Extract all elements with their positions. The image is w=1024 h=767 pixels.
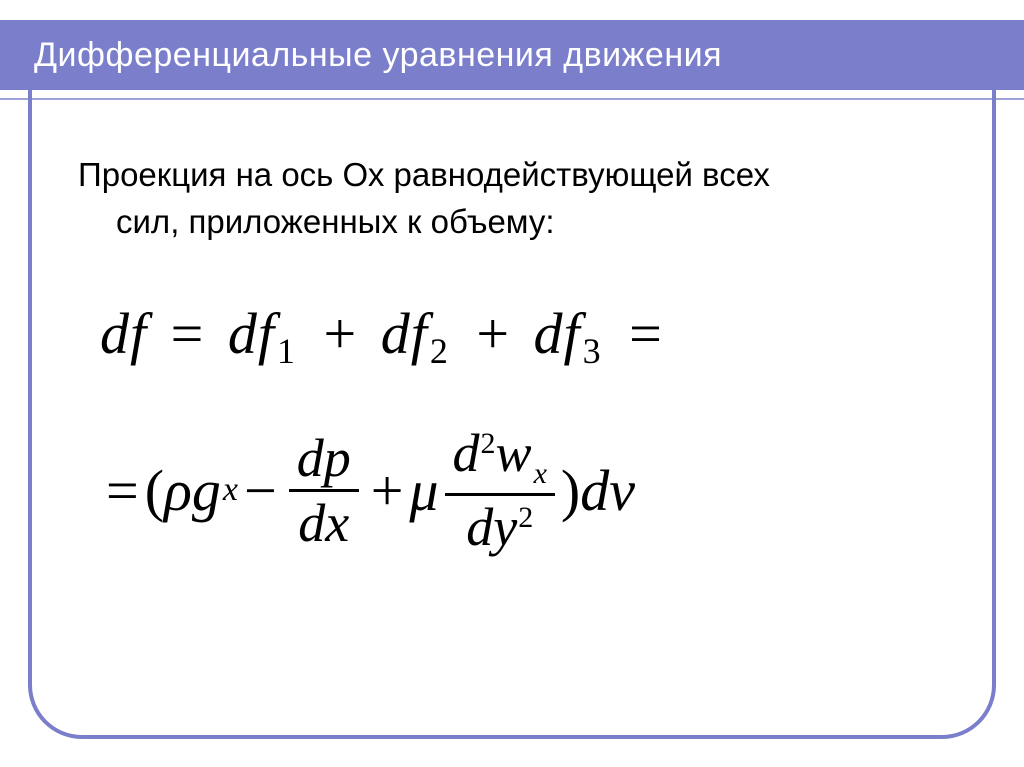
- mu-icon: μ: [409, 457, 438, 524]
- plus-icon: +: [468, 301, 518, 366]
- equation-line-1: df = df1 + df2 + df3 =: [100, 300, 924, 372]
- eq-dv: dv: [580, 457, 635, 524]
- paragraph-line-1: Проекция на ось Ох равнодействующей всех: [78, 156, 770, 193]
- eq-lhs: df: [100, 301, 147, 366]
- fraction-denominator: dx: [290, 492, 357, 554]
- open-paren-icon: (: [145, 457, 164, 524]
- fraction-numerator: dp: [289, 427, 359, 489]
- close-paren-icon: ): [561, 457, 580, 524]
- minus-icon: −: [238, 457, 283, 524]
- eq-term: df: [534, 301, 581, 366]
- num-w: w: [496, 423, 532, 483]
- eq-term: df: [381, 301, 428, 366]
- fraction-numerator: d2wx: [445, 422, 555, 493]
- superscript: 2: [517, 501, 533, 534]
- superscript: 2: [480, 427, 496, 460]
- eq-subscript: x: [221, 471, 238, 509]
- paragraph-line-2: сил, приложенных к объему:: [78, 199, 946, 246]
- den-dy: dy: [466, 497, 517, 557]
- num-d: d: [453, 423, 480, 483]
- equation-block: df = df1 + df2 + df3 = = ( ρgx − dp dx +…: [100, 300, 924, 558]
- plus-icon: +: [315, 301, 365, 366]
- equals-icon: =: [163, 301, 213, 366]
- fraction-1: dp dx: [289, 427, 359, 554]
- eq-term: df: [228, 301, 275, 366]
- plus-icon: +: [365, 457, 410, 524]
- eq-subscript: 1: [275, 331, 300, 371]
- fraction-2: d2wx dy2: [445, 422, 555, 558]
- eq-subscript: 2: [428, 331, 453, 371]
- equation-line-2: = ( ρgx − dp dx + μ d2wx dy2 )dv: [100, 422, 924, 558]
- body-paragraph: Проекция на ось Ох равнодействующей всех…: [78, 152, 946, 246]
- fraction-denominator: dy2: [458, 496, 541, 558]
- rho-icon: ρ: [164, 457, 192, 524]
- equals-icon: =: [100, 457, 145, 524]
- eq-subscript: x: [532, 457, 547, 490]
- eq-g: g: [192, 457, 221, 524]
- eq-subscript: 3: [581, 331, 606, 371]
- equals-icon: =: [621, 301, 671, 366]
